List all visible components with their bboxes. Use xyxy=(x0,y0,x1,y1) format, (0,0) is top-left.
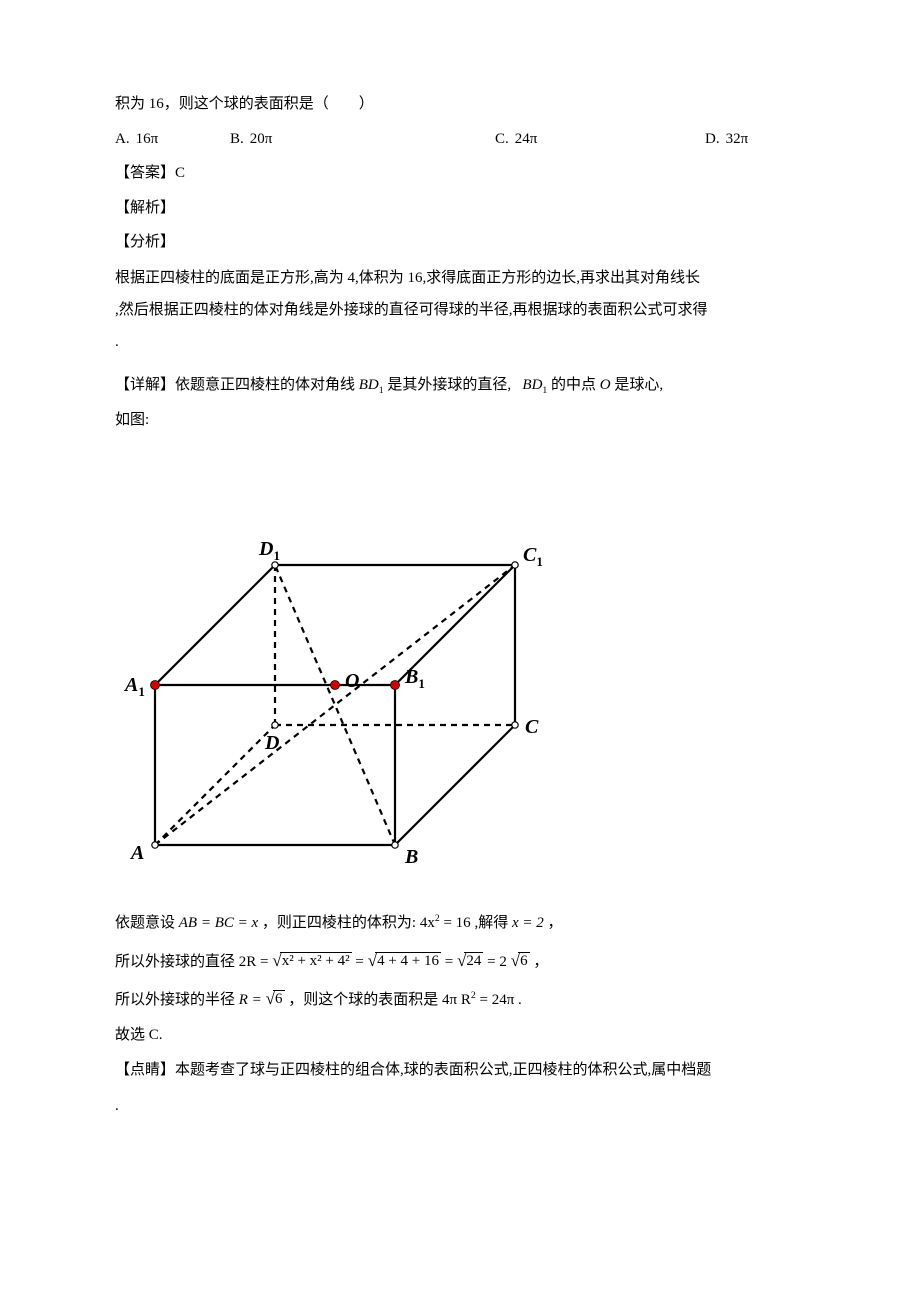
rad-lhs: R = xyxy=(239,992,266,1008)
option-d-value: 32π xyxy=(726,125,749,154)
set-mid: ，则正四棱柱的体积为: xyxy=(262,915,416,931)
detail-mid2: 的中点 xyxy=(551,377,596,393)
dia-eq3: = 2 xyxy=(487,954,507,970)
fenxi-body-3: . xyxy=(115,327,825,357)
detail-suffix: 是球心, xyxy=(614,377,663,393)
option-c-value: 24π xyxy=(515,125,538,154)
set-suffix: ， xyxy=(547,915,562,931)
svg-text:B1: B1 xyxy=(404,666,425,691)
prism-diagram: A B C D A1 B1 C1 D1 O xyxy=(115,455,575,875)
option-a-label: A. xyxy=(115,125,130,154)
option-d-label: D. xyxy=(705,125,720,154)
set-mid2: ,解得 xyxy=(474,915,508,931)
option-d: D. 32π xyxy=(705,125,748,154)
dianqing-dot: . xyxy=(115,1091,825,1121)
set-eq2: 4x2 = 16 xyxy=(420,915,471,931)
detail-mid1: 是其外接球的直径, xyxy=(387,377,511,393)
option-a: A. 16π xyxy=(115,125,230,154)
dia-root4: √6 xyxy=(511,952,530,970)
detail-o: O xyxy=(600,377,611,393)
option-a-value: 16π xyxy=(136,125,159,154)
set-eq1: AB = BC = x xyxy=(179,915,258,931)
svg-text:D1: D1 xyxy=(258,538,280,563)
fenxi-heading: 【分析】 xyxy=(115,228,825,257)
dia-suffix: ， xyxy=(533,954,548,970)
question-stem: 积为 16，则这个球的表面积是（ ） xyxy=(115,90,825,119)
option-c-label: C. xyxy=(495,125,509,154)
dia-prefix: 所以外接球的直径 xyxy=(115,954,235,970)
answer-heading: 【答案】C xyxy=(115,159,825,188)
fenxi-body-2: ,然后根据正四棱柱的体对角线是外接球的直径可得球的半径,再根据球的表面积公式可求… xyxy=(115,295,825,325)
svg-text:O: O xyxy=(345,670,359,692)
rad-root: √6 xyxy=(266,990,285,1008)
svg-text:D: D xyxy=(264,732,279,754)
diameter-line: 所以外接球的直径 2R = √x² + x² + 4² = √4 + 4 + 1… xyxy=(115,948,825,977)
dia-root1: √x² + x² + 4² xyxy=(272,952,351,970)
radius-line: 所以外接球的半径 R = √6 ，则这个球的表面积是 4π R2 = 24π . xyxy=(115,986,825,1015)
dia-lhs: 2R = xyxy=(239,954,272,970)
fenxi-body-1: 根据正四棱柱的底面是正方形,高为 4,体积为 16,求得底面正方形的边长,再求出… xyxy=(115,263,825,293)
option-c: C. 24π xyxy=(495,125,705,154)
set-line: 依题意设 AB = BC = x ，则正四棱柱的体积为: 4x2 = 16 ,解… xyxy=(115,909,825,938)
option-b: B. 20π xyxy=(230,125,495,154)
detail-bd1-2: BD1 xyxy=(522,377,547,393)
set-eq3: x = 2 xyxy=(512,915,544,931)
svg-text:C: C xyxy=(525,716,539,738)
option-b-label: B. xyxy=(230,125,244,154)
dia-eq1: = xyxy=(355,954,367,970)
option-b-value: 20π xyxy=(250,125,273,154)
svg-text:A1: A1 xyxy=(123,674,145,699)
set-prefix: 依题意设 xyxy=(115,915,175,931)
detail-bd1-1: BD1 xyxy=(359,377,384,393)
dianqing-line: 【点睛】本题考查了球与正四棱柱的组合体,球的表面积公式,正四棱柱的体积公式,属中… xyxy=(115,1055,825,1085)
rad-prefix: 所以外接球的半径 xyxy=(115,992,235,1008)
svg-text:A: A xyxy=(129,842,144,864)
svg-text:B: B xyxy=(404,846,418,868)
detail-prefix: 【详解】依题意正四棱柱的体对角线 xyxy=(115,377,355,393)
figure: A B C D A1 B1 C1 D1 O xyxy=(115,455,825,886)
choose-line: 故选 C. xyxy=(115,1021,825,1050)
detail-asfig: 如图: xyxy=(115,406,825,435)
rad-eq: 4π R2 = 24π xyxy=(442,992,514,1008)
rad-mid: ，则这个球的表面积是 xyxy=(288,992,438,1008)
detail-line: 【详解】依题意正四棱柱的体对角线 BD1 是其外接球的直径, BD1 的中点 O… xyxy=(115,371,825,401)
rad-suffix: . xyxy=(518,992,522,1008)
analysis-heading: 【解析】 xyxy=(115,194,825,223)
options-row: A. 16π B. 20π C. 24π D. 32π xyxy=(115,125,825,154)
svg-text:C1: C1 xyxy=(523,544,543,569)
dia-eq2: = xyxy=(445,954,457,970)
page: 积为 16，则这个球的表面积是（ ） A. 16π B. 20π C. 24π … xyxy=(0,0,920,1302)
dia-root3: √24 xyxy=(457,952,483,970)
dia-root2: √4 + 4 + 16 xyxy=(368,952,441,970)
